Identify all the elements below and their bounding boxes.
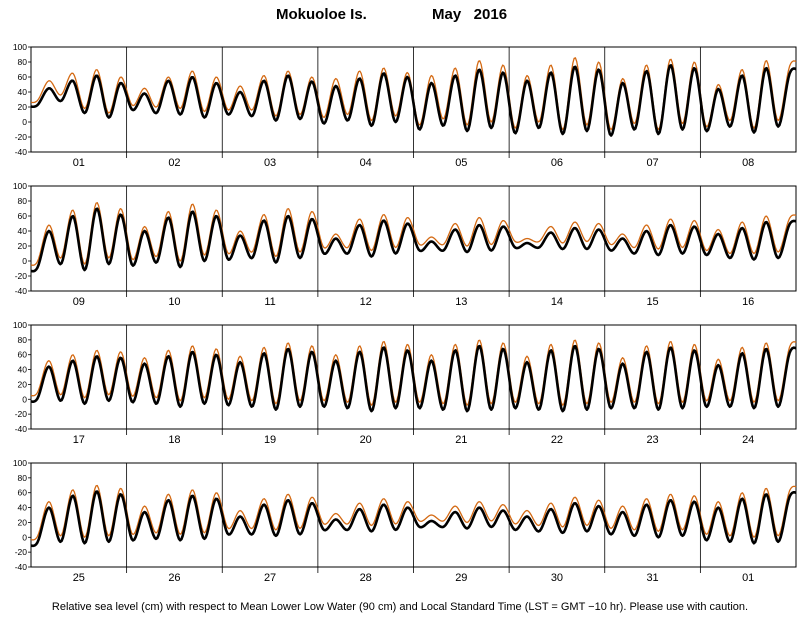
tide-panel-1: -40 -20 0 20 40 60 80 100 01 02 03 04 05 06 07 08 xyxy=(13,42,797,169)
y-tick-label: -20 xyxy=(15,409,28,419)
y-tick-label: 0 xyxy=(22,532,27,542)
y-tick-label: -40 xyxy=(15,286,28,296)
day-label: 17 xyxy=(73,434,85,446)
day-label: 31 xyxy=(646,572,658,584)
y-tick-label: 60 xyxy=(18,350,28,360)
day-label: 15 xyxy=(646,296,658,308)
y-tick-label: 80 xyxy=(18,196,28,206)
y-tick-label: 100 xyxy=(13,42,27,52)
y-tick-label: 60 xyxy=(18,488,28,498)
day-label: 04 xyxy=(360,157,372,169)
day-label: 07 xyxy=(646,157,658,169)
y-tick-label: -20 xyxy=(15,132,28,142)
day-label: 12 xyxy=(360,296,372,308)
day-label: 29 xyxy=(455,572,467,584)
y-tick-label: 40 xyxy=(18,87,28,97)
y-tick-label: 20 xyxy=(18,102,28,112)
day-label: 11 xyxy=(264,296,275,308)
y-tick-label: -40 xyxy=(15,147,28,157)
y-tick-label: -20 xyxy=(15,547,28,557)
y-tick-label: 20 xyxy=(18,241,28,251)
chart-title-station: Mokuoloe Is. xyxy=(276,6,367,23)
day-label: 20 xyxy=(360,434,372,446)
day-label: 14 xyxy=(551,296,563,308)
day-label: 19 xyxy=(264,434,276,446)
y-tick-label: 40 xyxy=(18,503,28,513)
y-tick-label: 20 xyxy=(18,379,28,389)
y-tick-label: 80 xyxy=(18,57,28,67)
chart-footer-note: Relative sea level (cm) with respect to … xyxy=(51,601,749,613)
y-tick-label: 60 xyxy=(18,211,28,221)
tide-panel-3: -40 -20 0 20 40 60 80 100 17 18 19 20 21 22 23 24 xyxy=(13,320,797,446)
day-label: 21 xyxy=(455,434,467,446)
y-tick-label: 40 xyxy=(18,226,28,236)
day-label: 02 xyxy=(168,157,180,169)
tide-panel-2: -40 -20 0 20 40 60 80 100 09 10 11 12 13 14 15 16 xyxy=(13,181,797,308)
y-tick-label: 100 xyxy=(13,458,27,468)
day-label: 23 xyxy=(646,434,658,446)
observed-tide-line xyxy=(30,202,797,266)
y-tick-label: 0 xyxy=(22,117,27,127)
tide-panel-4: -40 -20 0 20 40 60 80 100 25 26 27 28 29 30 31 01 xyxy=(13,458,797,584)
y-tick-label: 0 xyxy=(22,394,27,404)
day-label: 27 xyxy=(264,572,276,584)
day-label: 09 xyxy=(73,296,85,308)
day-label: 03 xyxy=(264,157,276,169)
day-label: 06 xyxy=(551,157,563,169)
y-tick-label: 60 xyxy=(18,72,28,82)
y-tick-label: 20 xyxy=(18,517,28,527)
day-label: 05 xyxy=(455,157,467,169)
day-label: 26 xyxy=(168,572,180,584)
y-tick-label: -40 xyxy=(15,562,28,572)
y-tick-label: 100 xyxy=(13,320,27,330)
day-label: 22 xyxy=(551,434,563,446)
observed-tide-line xyxy=(30,484,797,541)
predicted-tide-line xyxy=(30,64,797,137)
day-label: 10 xyxy=(168,296,180,308)
y-tick-label: 100 xyxy=(13,181,27,191)
y-tick-label: 80 xyxy=(18,473,28,483)
day-label: 18 xyxy=(168,434,180,446)
y-tick-label: 40 xyxy=(18,365,28,375)
y-tick-label: 0 xyxy=(22,256,27,266)
day-label: 25 xyxy=(73,572,85,584)
y-tick-label: -20 xyxy=(15,271,28,281)
day-label: 28 xyxy=(360,572,372,584)
day-label: 16 xyxy=(742,296,754,308)
predicted-tide-line xyxy=(30,207,797,273)
predicted-tide-line xyxy=(30,490,797,548)
day-label: 01 xyxy=(742,572,754,584)
day-label: 30 xyxy=(551,572,563,584)
y-tick-label: -40 xyxy=(15,424,28,434)
predicted-tide-line xyxy=(30,344,797,413)
day-label: 01 xyxy=(73,157,85,169)
day-label: 08 xyxy=(742,157,754,169)
day-label: 13 xyxy=(455,296,467,308)
day-label: 24 xyxy=(742,434,754,446)
chart-title-month: May 2016 xyxy=(432,6,508,23)
y-tick-label: 80 xyxy=(18,335,28,345)
